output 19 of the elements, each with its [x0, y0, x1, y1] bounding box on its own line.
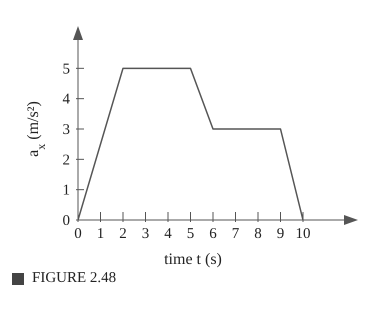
- x-tick-label: 5: [186, 226, 194, 242]
- x-tick-label: 6: [209, 226, 218, 242]
- y-tick-label: 0: [62, 213, 70, 229]
- x-tick-label: 8: [254, 226, 262, 242]
- x-tick-label: 3: [142, 226, 150, 242]
- y-tick-label: 3: [62, 122, 70, 138]
- x-tick-label: 0: [74, 226, 82, 242]
- x-axis-title: time t (s): [164, 251, 222, 268]
- y-tick-label: 2: [62, 152, 70, 168]
- x-tick-label: 9: [276, 226, 284, 242]
- caption: FIGURE 2.48: [32, 270, 116, 287]
- x-tick-label: 7: [232, 226, 240, 242]
- x-tick-label: 4: [164, 226, 172, 242]
- y-tick-label: 5: [62, 61, 70, 78]
- y-tick-label: 1: [62, 182, 70, 199]
- x-tick-label: 1: [96, 226, 104, 242]
- x-tick-label: 10: [296, 226, 310, 242]
- x-tick-label: 2: [119, 226, 127, 242]
- y-tick-label: 4: [62, 92, 70, 108]
